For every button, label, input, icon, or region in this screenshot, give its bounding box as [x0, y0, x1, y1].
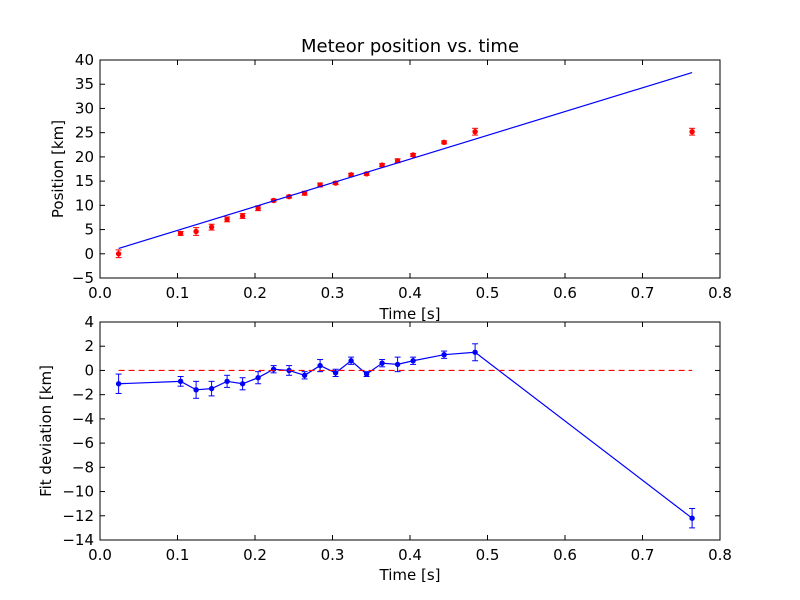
- deviation-y-tick-label: −4: [72, 410, 94, 428]
- deviation-y-tick-label: −12: [62, 507, 94, 525]
- deviation-data-point: [379, 360, 385, 366]
- position-y-tick-label: 0: [84, 245, 94, 263]
- position-x-tick-label: 0.2: [243, 284, 267, 302]
- position-data-point: [410, 152, 416, 158]
- deviation-x-tick-label: 0.1: [166, 546, 190, 564]
- position-fit-line: [118, 72, 693, 250]
- position-y-tick-label: −5: [72, 269, 94, 287]
- position-x-tick-label: 0.3: [321, 284, 345, 302]
- deviation-y-tick-label: −10: [62, 483, 94, 501]
- position-data-point: [441, 139, 447, 146]
- deviation-data-point: [115, 381, 122, 387]
- position-y-tick-label: 25: [75, 124, 94, 142]
- deviation-x-tick-label: 0.8: [708, 546, 732, 564]
- position-data-point: [224, 216, 230, 223]
- position-x-tick-label: 0.7: [631, 284, 655, 302]
- deviation-x-ticks: 0.0 0.1 0.2 0.3 0.4 0.5 0.6 0.7 0.8: [88, 322, 732, 564]
- position-y-tick-label: 10: [75, 196, 94, 214]
- deviation-data-point: [239, 381, 246, 387]
- position-y-ticks: −5 0 5 10 15 20 25 30 35 40: [72, 51, 720, 287]
- position-x-axis-label: Time [s]: [379, 305, 441, 323]
- deviation-data-point: [255, 375, 261, 381]
- position-x-tick-label: 0.6: [553, 284, 577, 302]
- deviation-y-tick-label: 4: [84, 313, 94, 331]
- position-x-tick-label: 0.5: [476, 284, 500, 302]
- deviation-data-point: [193, 387, 199, 393]
- deviation-y-tick-label: 0: [84, 361, 94, 379]
- position-x-tick-label: 0.4: [398, 284, 422, 302]
- position-y-tick-label: 30: [75, 99, 94, 117]
- position-x-ticks: 0.0 0.1 0.2 0.3 0.4 0.5 0.6 0.7 0.8: [88, 60, 732, 302]
- deviation-chart: 0.0 0.1 0.2 0.3 0.4 0.5 0.6 0.7 0.8 −14−12−10−8−…: [37, 313, 732, 584]
- position-data-point: [208, 224, 215, 230]
- position-data-point: [177, 230, 184, 237]
- position-y-tick-label: 35: [75, 75, 94, 93]
- deviation-data-point: [208, 385, 215, 392]
- deviation-y-tick-label: −14: [62, 531, 94, 549]
- position-data-point: [115, 251, 122, 257]
- deviation-data-point: [410, 358, 416, 364]
- deviation-x-tick-label: 0.0: [88, 546, 112, 564]
- deviation-data-point: [348, 358, 354, 364]
- deviation-data-point: [441, 352, 447, 358]
- deviation-x-tick-label: 0.7: [631, 546, 655, 564]
- deviation-series: [115, 343, 696, 529]
- deviation-data-point: [224, 378, 230, 385]
- position-data-point: [239, 213, 246, 219]
- position-x-tick-label: 0.0: [88, 284, 112, 302]
- deviation-data-point: [472, 349, 478, 355]
- deviation-data-point: [689, 515, 695, 521]
- deviation-data-point: [317, 362, 323, 369]
- deviation-y-tick-label: 2: [84, 337, 94, 355]
- deviation-y-ticks: −14 −12 −10 −8 −6 −4 −2 0 2 4: [62, 313, 720, 549]
- position-x-tick-label: 0.8: [708, 284, 732, 302]
- deviation-x-tick-label: 0.4: [398, 546, 422, 564]
- deviation-data-point: [363, 371, 370, 377]
- position-x-tick-label: 0.1: [166, 284, 190, 302]
- deviation-y-tick-label: −6: [72, 434, 94, 452]
- position-y-axis-label: Position [km]: [49, 120, 67, 218]
- deviation-x-axis-label: Time [s]: [379, 566, 441, 584]
- position-data-point: [193, 228, 199, 235]
- position-y-tick-label: 20: [75, 148, 94, 166]
- deviation-y-axis-label: Fit deviation [km]: [37, 365, 55, 497]
- deviation-data-point: [394, 361, 401, 368]
- deviation-x-tick-label: 0.5: [476, 546, 500, 564]
- position-y-tick-label: 40: [75, 51, 94, 69]
- position-chart: Meteor position vs. time 0.0 0.1 0.2 0.3 0.4…: [49, 36, 732, 323]
- deviation-data-point: [177, 378, 184, 385]
- deviation-x-tick-label: 0.2: [243, 546, 267, 564]
- position-y-tick-label: 15: [75, 172, 94, 190]
- deviation-data-point: [301, 372, 308, 378]
- deviation-y-tick-label: −8: [72, 458, 94, 476]
- deviation-x-tick-label: 0.6: [553, 546, 577, 564]
- position-y-tick-label: 5: [84, 221, 94, 239]
- position-data-point: [689, 128, 695, 135]
- deviation-data-point: [332, 370, 339, 376]
- position-series: [115, 72, 696, 259]
- deviation-y-tick-label: −2: [72, 386, 94, 404]
- deviation-x-tick-label: 0.3: [321, 546, 345, 564]
- position-data-point: [472, 128, 478, 135]
- position-chart-title: Meteor position vs. time: [301, 36, 519, 57]
